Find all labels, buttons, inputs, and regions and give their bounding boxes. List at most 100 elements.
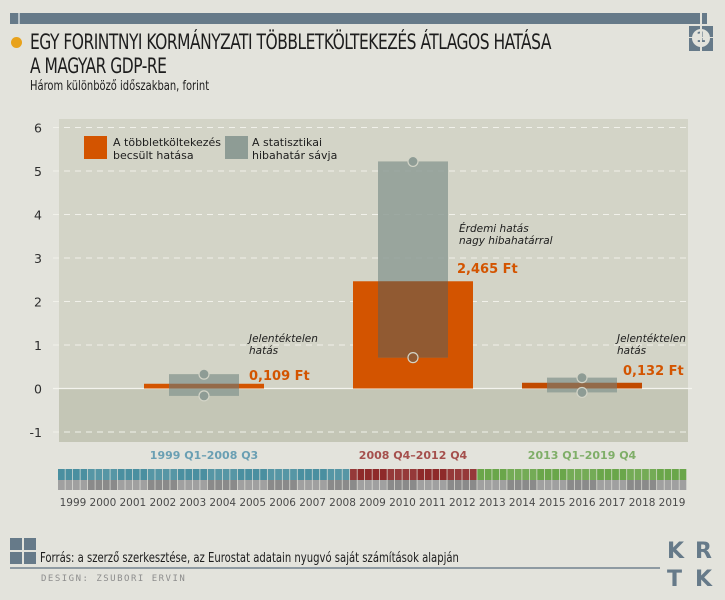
source-note: Forrás: a szerző szerkesztése, az Eurost… <box>40 551 459 566</box>
timeline-year-cell <box>87 480 95 490</box>
timeline-year-cell <box>267 480 275 490</box>
timeline-year-cell <box>582 480 589 490</box>
legend-label-error-band-line1: A statisztikai <box>252 136 322 149</box>
overlap-region <box>378 281 448 358</box>
timeline-year-cell <box>350 480 357 490</box>
timeline-quarter-cell <box>237 469 245 480</box>
timeline-year-cell <box>230 480 238 490</box>
timeline-year-cell <box>58 480 65 490</box>
logo-letter: K <box>695 567 713 592</box>
timeline-quarter-cell <box>642 469 649 480</box>
timeline-quarter-cell <box>634 469 642 480</box>
design-credit: DESIGN: ZSUBORI ERVIN <box>41 574 187 584</box>
timeline-year-cell <box>462 480 470 490</box>
timeline-year-label: 2009 <box>359 497 386 509</box>
timeline-quarter-cell <box>117 469 125 480</box>
timeline-quarter-cell <box>252 469 260 480</box>
logo-letter: R <box>695 539 712 564</box>
timeline-quarter-cell <box>679 469 687 480</box>
timeline-year-cell <box>664 480 672 490</box>
timeline-year-cell <box>80 480 88 490</box>
timeline-quarter-cell <box>215 469 223 480</box>
overlap-region <box>547 382 617 389</box>
timeline-year-cell <box>612 480 619 490</box>
timeline-year-cell <box>597 480 604 490</box>
timeline-quarter-cell <box>335 469 342 480</box>
timeline-quarter-cell <box>387 469 395 480</box>
legend-label-estimate-line2: becsült hatása <box>113 149 194 162</box>
timeline-quarter-cell <box>245 469 252 480</box>
error-band-lower-marker <box>407 352 419 364</box>
timeline-quarter-cell <box>477 469 485 480</box>
grid-icon-cell <box>24 552 36 564</box>
legend-swatch-error-band <box>225 136 248 159</box>
chart-subtitle: Három különböző időszakban, forint <box>30 79 210 94</box>
timeline-year-label: 2007 <box>299 497 326 509</box>
overlap-region <box>169 383 239 389</box>
timeline-quarter-cell <box>282 469 290 480</box>
timeline-quarter-cell <box>619 469 627 480</box>
timeline-year-cell <box>147 480 155 490</box>
timeline-year-label: 2003 <box>179 497 206 509</box>
timeline-year-cell <box>132 480 140 490</box>
timeline-quarter-cell <box>102 469 110 480</box>
timeline-year-label: 2004 <box>209 497 236 509</box>
annotation-line2: nagy hibahatárral <box>459 235 553 247</box>
timeline-quarter-cell <box>297 469 305 480</box>
timeline-year-label: 2013 <box>479 497 506 509</box>
timeline-year-cell <box>65 480 73 490</box>
timeline-quarter-cell <box>447 469 455 480</box>
timeline-year-cell <box>155 480 163 490</box>
y-tick-label: 5 <box>34 164 42 179</box>
legend-label-estimate-line1: A többletköltekezés <box>113 136 221 149</box>
timeline-year-cell <box>312 480 320 490</box>
error-band-upper-marker <box>407 155 419 168</box>
chart-title: EGY FORINTNYI KORMÁNYZATI TÖBBLETKÖLTEKE… <box>30 30 551 78</box>
timeline-year-cell <box>432 480 440 490</box>
timeline-quarter-cell <box>312 469 320 480</box>
timeline-year-label: 1999 <box>60 497 87 509</box>
timeline-quarter-cell <box>372 469 380 480</box>
timeline-year-cell <box>335 480 342 490</box>
timeline-year-cell <box>305 480 312 490</box>
timeline-year-cell <box>207 480 215 490</box>
timeline-year-cell <box>439 480 447 490</box>
timeline-year-cell <box>559 480 567 490</box>
timeline-year-cell <box>342 480 350 490</box>
timeline-year-cell <box>95 480 103 490</box>
timeline-year-label: 2005 <box>239 497 266 509</box>
footer-divider <box>10 567 660 569</box>
timeline-year-cell <box>394 480 402 490</box>
value-label: 2,465 Ft <box>457 262 518 277</box>
error-band-lower-marker <box>576 386 588 399</box>
timeline-year-cell <box>140 480 148 490</box>
timeline-quarter-cell <box>58 469 65 480</box>
error-band-upper-marker <box>576 372 588 384</box>
timeline-year-cell <box>514 480 522 490</box>
footer-grid-icon <box>10 538 36 564</box>
timeline-quarter-cell <box>162 469 170 480</box>
timeline-year-cell <box>522 480 530 490</box>
timeline-quarter-cell <box>537 469 545 480</box>
timeline-year-cell <box>110 480 118 490</box>
timeline-quarter-cell <box>327 469 335 480</box>
timeline-year-cell <box>409 480 417 490</box>
timeline-quarter-cell <box>402 469 410 480</box>
timeline-quarter-cell <box>110 469 118 480</box>
timeline-year-cell <box>365 480 372 490</box>
timeline-quarter-cell <box>95 469 103 480</box>
timeline-quarter-cell <box>170 469 178 480</box>
timeline-year-cell <box>260 480 267 490</box>
timeline-year-label: 2008 <box>329 497 356 509</box>
y-axis-ticks: -1 0 1 2 3 4 5 6 <box>30 121 43 441</box>
timeline-quarter-cell <box>379 469 387 480</box>
timeline-year-cell <box>567 480 574 490</box>
timeline-year-cell <box>117 480 125 490</box>
header-bar-notch <box>18 13 20 24</box>
timeline-quarter-cell <box>260 469 267 480</box>
timeline-quarter-cell <box>222 469 230 480</box>
timeline-year-cell <box>275 480 282 490</box>
timeline-quarter-cell <box>492 469 500 480</box>
timeline-quarter-cell <box>559 469 567 480</box>
timeline-year-label: 2011 <box>419 497 446 509</box>
